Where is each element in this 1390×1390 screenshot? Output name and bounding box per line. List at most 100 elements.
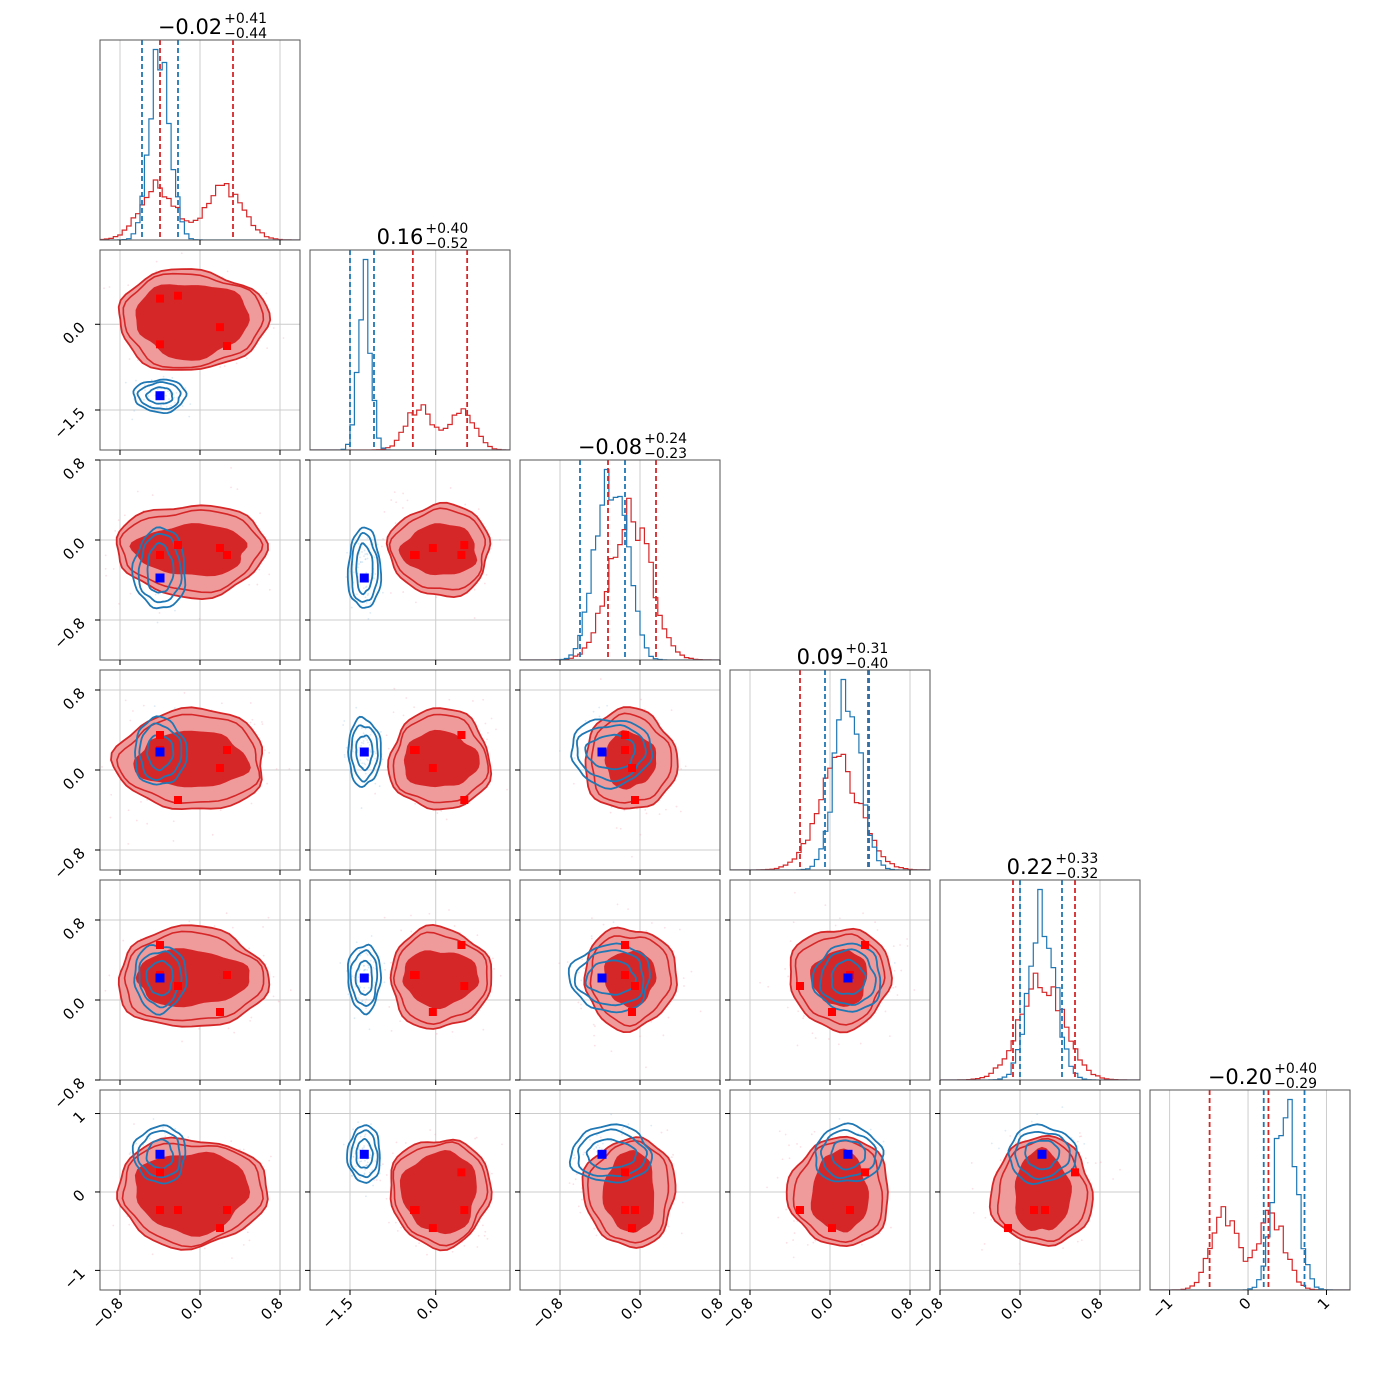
blue-contour	[576, 724, 648, 783]
red-sample-point	[127, 284, 130, 287]
blue-sample-point	[606, 704, 609, 707]
red-sample-point	[1112, 1178, 1115, 1180]
blue-sample-point	[350, 606, 353, 609]
blue-sample-point	[353, 1146, 356, 1149]
red-sample-point	[219, 366, 222, 368]
blue-sample-point	[357, 997, 360, 999]
red-sample-point	[767, 985, 770, 988]
blue-sample-point	[610, 1140, 613, 1143]
red-sample-point	[256, 583, 259, 586]
red-sample-point	[786, 1006, 789, 1009]
blue-sample-point	[359, 560, 362, 563]
blue-sample-point	[366, 1164, 368, 1167]
red-sample-point	[499, 539, 501, 541]
red-sample-point	[602, 923, 605, 926]
red-sample-point	[268, 751, 271, 754]
blue-sample-point	[156, 388, 159, 391]
blue-sample-point	[364, 1164, 367, 1167]
red-sample-point	[814, 1239, 817, 1242]
panel-frame	[309, 1089, 511, 1291]
red-truth-marker	[621, 941, 629, 949]
red-sample-point	[906, 945, 909, 947]
red-truth-marker	[156, 1206, 164, 1214]
blue-contour	[819, 948, 877, 1006]
blue-histogram	[310, 258, 510, 450]
red-sample-point	[787, 975, 790, 978]
red-sample-point	[230, 1140, 233, 1143]
blue-sample-point	[598, 706, 601, 709]
blue-sample-point	[364, 558, 367, 560]
blue-sample-point	[135, 1142, 138, 1145]
panel-3-3: 0.09 +0.31−0.40	[729, 641, 931, 875]
panel-title-minus: −0.52	[425, 236, 468, 252]
blue-sample-point	[990, 1142, 993, 1145]
red-sample-point	[482, 1028, 485, 1031]
blue-sample-point	[156, 621, 159, 624]
blue-sample-point	[363, 1146, 365, 1149]
blue-contour	[1014, 1130, 1071, 1181]
red-sample-point	[128, 1153, 131, 1155]
blue-sample-point	[369, 612, 372, 614]
panel-plot-area	[100, 1090, 300, 1290]
blue-truth-marker	[597, 1149, 607, 1159]
panel-plot-area	[520, 460, 720, 660]
blue-contour	[132, 378, 188, 415]
red-sample-point	[792, 921, 795, 924]
red-truth-marker	[411, 1206, 420, 1214]
red-sample-point	[793, 891, 796, 894]
blue-sample-point	[363, 1145, 365, 1147]
red-sample-point	[172, 840, 175, 842]
blue-sample-point	[357, 566, 359, 569]
red-truth-marker	[156, 1168, 164, 1177]
red-sample-point	[242, 1148, 245, 1151]
red-truth-marker	[628, 1224, 636, 1233]
red-sample-point	[268, 588, 271, 591]
red-truth-marker	[457, 941, 466, 949]
red-sample-point	[415, 1245, 417, 1247]
blue-contour	[131, 526, 187, 610]
blue-sample-point	[366, 537, 369, 539]
red-sample-point	[472, 700, 474, 702]
blue-sample-point	[590, 935, 593, 937]
panel-plot-area	[100, 880, 300, 1080]
panel-title-median: 0.22	[1007, 855, 1054, 879]
red-sample-point	[489, 547, 492, 550]
blue-contour	[144, 386, 174, 405]
panel-plot-area	[730, 670, 930, 870]
red-truth-marker	[460, 982, 469, 990]
red-contour-inner	[402, 950, 480, 1010]
blue-sample-point	[363, 969, 365, 972]
red-sample-point	[158, 612, 161, 614]
blue-contour	[138, 950, 183, 1009]
blue-sample-point	[150, 379, 153, 381]
blue-sample-point	[371, 1169, 374, 1171]
panel-plot-area	[1150, 1090, 1350, 1290]
red-sample-point	[117, 519, 120, 522]
y-tick-label: 0.0	[59, 534, 89, 564]
blue-sample-point	[366, 969, 368, 971]
red-truth-marker	[411, 551, 420, 559]
blue-contour	[146, 734, 175, 772]
panel-5-5: −0.20 +0.40−0.29 −1 0 1	[1148, 1061, 1351, 1322]
blue-sample-point	[370, 1123, 372, 1126]
red-sample-point	[683, 985, 685, 987]
panel-1-1: 0.16 +0.40−0.52	[309, 221, 511, 455]
panel-title-minus: −0.44	[224, 26, 267, 42]
red-sample-point	[375, 1179, 378, 1181]
red-sample-point	[146, 822, 149, 825]
red-sample-point	[572, 1157, 575, 1160]
blue-contour	[830, 1139, 867, 1171]
red-sample-point	[155, 270, 158, 273]
red-sample-point	[675, 805, 678, 808]
panel-4-4: 0.22 +0.33−0.32	[939, 851, 1141, 1085]
red-sample-point	[198, 1027, 200, 1030]
blue-sample-point	[363, 1172, 366, 1175]
blue-sample-point	[365, 1007, 367, 1010]
red-sample-point	[599, 678, 602, 680]
red-truth-marker	[216, 323, 224, 332]
red-sample-point	[213, 925, 216, 928]
red-sample-point	[486, 1237, 489, 1240]
blue-sample-point	[595, 1145, 598, 1148]
blue-sample-point	[369, 959, 372, 962]
panel-5-2: −0.8 0.0 0.8	[515, 1089, 727, 1333]
